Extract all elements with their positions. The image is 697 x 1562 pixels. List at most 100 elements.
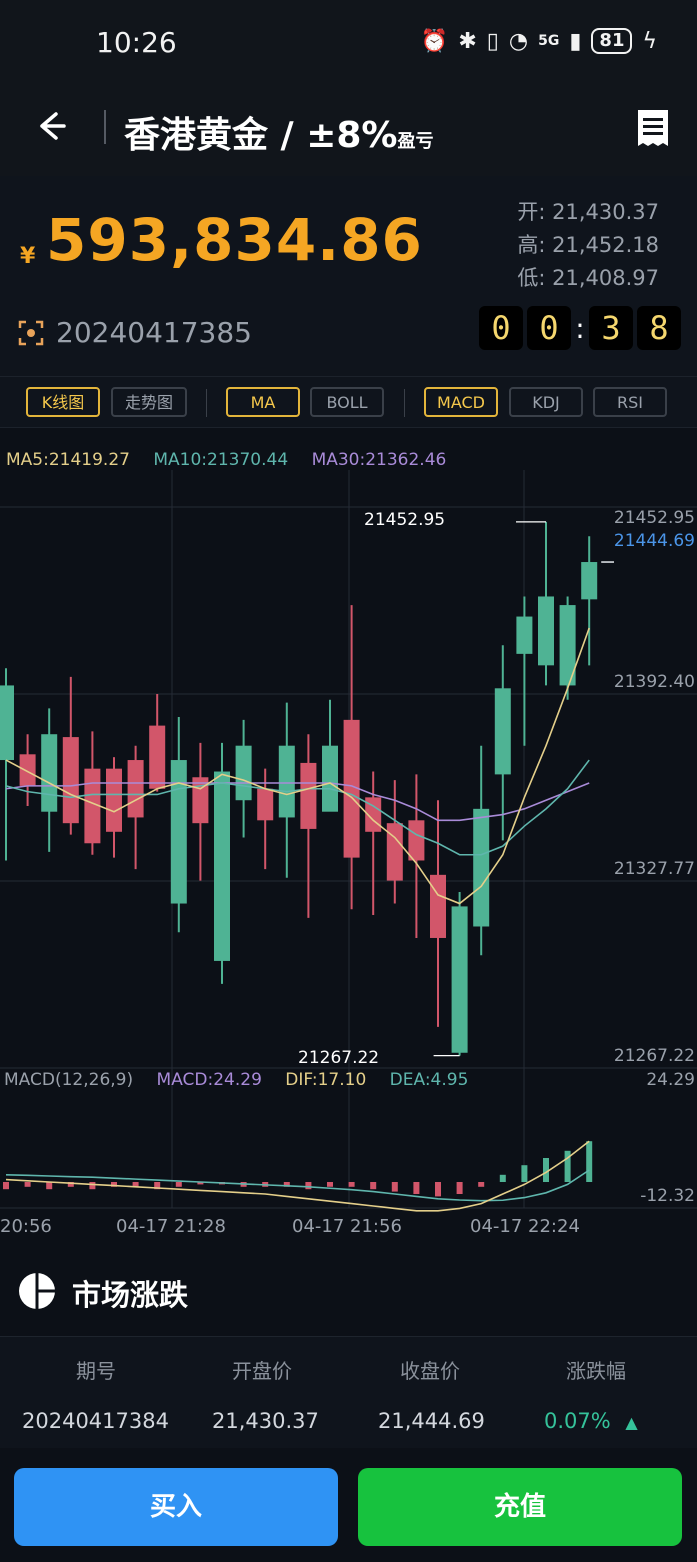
open-label: 开: [517,200,546,224]
toggle-ma[interactable]: MA [226,387,300,417]
macd-axis-max: 24.29 [646,1070,695,1090]
kline-chart[interactable]: MA5:21419.27 MA10:21370.44 MA30:21362.46… [0,430,697,1242]
high-value: 21,452.18 [552,233,659,257]
candle-body [257,788,274,821]
macd-bar [564,1150,571,1182]
toolbar-separator [206,389,207,417]
toggle-rsi[interactable]: RSI [593,387,667,417]
candle-body [300,762,317,829]
title-suffix: 盈亏 [397,131,434,152]
dea-line [5,1169,590,1202]
candle-body [408,820,425,861]
axis-label-mid1: 21392.40 [613,672,695,692]
candle-body [41,734,58,812]
high-label: 高: [517,233,546,257]
countdown-digit: 8 [637,306,681,350]
column-header-open: 开盘价 [232,1359,292,1383]
back-arrow-icon[interactable] [30,106,70,146]
ohl-summary: 开: 21,430.37 高: 21,452.18 低: 21,408.97 [517,196,659,295]
kline-chart-canvas [0,470,697,1212]
macd-bar [24,1182,31,1187]
dif-line [5,1140,590,1212]
charging-icon: ϟ [642,28,657,54]
candle-body [192,777,209,824]
network-type: 5G [538,33,560,49]
toggle-kdj[interactable]: KDJ [509,387,583,417]
macd-bar [67,1182,74,1187]
nav-bar: 香港黄金 / ±8%盈亏 [0,88,697,176]
ma30-line [5,782,590,822]
axis-label-top: 21452.95 [613,508,695,528]
toggle-macd[interactable]: MACD [424,387,498,417]
candle-body [235,745,252,801]
ma30-legend: MA30:21362.46 [311,450,447,470]
tab-trend[interactable]: 走势图 [111,387,187,417]
ma-legend: MA5:21419.27 MA10:21370.44 MA30:21362.46 [6,450,464,470]
candle-body [19,754,36,786]
candle-body [430,874,446,938]
macd-value: MACD:24.29 [156,1070,262,1090]
dif-value: DIF:17.10 [285,1070,367,1090]
buy-button[interactable]: 买入 [14,1468,338,1546]
pie-chart-icon [18,1272,56,1310]
macd-bar [132,1182,139,1187]
candle-body [278,745,295,818]
macd-bar [499,1174,506,1182]
macd-params: MACD(12,26,9) [4,1070,134,1090]
axis-label-last: 21444.69 [613,531,695,551]
macd-bar [521,1165,528,1182]
market-table: 期号 开盘价 收盘价 涨跌幅 20240417384 21,430.37 21,… [0,1336,697,1448]
tab-kline[interactable]: K线图 [26,387,100,417]
ma5-line [5,627,590,905]
time-label: 04-17 21:56 [292,1216,402,1237]
low-marker-label: 21267.22 [298,1048,380,1068]
ma10-line [5,759,590,856]
row-close: 21,444.69 [378,1409,485,1433]
macd-bar [197,1182,204,1185]
candle-body [386,823,403,881]
open-value: 21,430.37 [552,200,659,224]
time-label: 20:56 [0,1216,52,1237]
nav-divider [104,110,106,144]
macd-bar [348,1182,355,1187]
candle-body [494,688,511,775]
current-price: 593,834.86 [46,206,423,274]
candle-body [62,737,79,824]
countdown-digit: 3 [589,306,633,350]
column-header-change: 涨跌幅 [566,1359,626,1383]
rules-menu-icon[interactable] [635,108,671,148]
macd-bar [305,1182,312,1190]
macd-bar [89,1182,96,1190]
candle-body [170,760,187,904]
ma5-legend: MA5:21419.27 [6,450,130,470]
macd-bar [413,1182,420,1194]
status-icons: ⏰ ✱ ▯ ◔ 5G ▮ 81 ϟ [421,28,657,54]
market-title: 市场涨跌 [72,1278,189,1312]
axis-label-bottom: 21267.22 [613,1046,695,1066]
axis-label-mid2: 21327.77 [613,859,695,879]
wifi-icon: ◔ [508,28,529,54]
candle-body [149,725,166,789]
macd-bar [543,1158,549,1182]
current-period-number: 20240417385 [56,316,252,349]
macd-bar [456,1182,463,1194]
ma10-legend: MA10:21370.44 [153,450,289,470]
macd-bar [111,1182,117,1187]
macd-bar [435,1182,441,1197]
status-time: 10:26 [96,26,177,59]
candle-body [473,808,490,927]
column-header-period: 期号 [76,1359,116,1383]
macd-bar [586,1141,593,1182]
row-open: 21,430.37 [212,1409,319,1433]
candle-body [127,760,144,818]
vibrate-icon: ▯ [486,28,499,54]
toggle-boll[interactable]: BOLL [310,387,384,417]
candle-body [84,768,101,844]
column-header-close: 收盘价 [400,1359,460,1383]
bluetooth-icon: ✱ [458,28,477,54]
recharge-button[interactable]: 充值 [358,1468,682,1546]
macd-bar [3,1182,9,1190]
countdown-timer: 0 0 : 3 8 [479,306,681,350]
row-change: 0.07% ▲ [544,1409,638,1433]
time-label: 04-17 21:28 [116,1216,226,1237]
